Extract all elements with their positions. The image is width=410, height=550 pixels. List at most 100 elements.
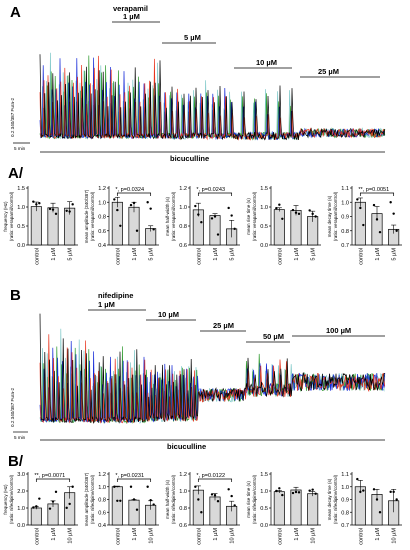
data-point — [135, 229, 139, 232]
data-point — [194, 204, 197, 208]
y-tick-label: 0.0 — [260, 243, 268, 249]
panel-b-dose5-label: 100 µM — [326, 326, 351, 335]
panel-a-traces — [39, 52, 386, 141]
data-point — [233, 227, 236, 231]
panel-b-scalebar-label: 5 min — [14, 435, 26, 440]
data-point — [308, 209, 311, 212]
bar-chart: 0.4 0.6 0.8 1.0 1.2 mean amplitude (340/387)(… — [84, 472, 159, 545]
y-tick-label: 1.2 — [98, 472, 106, 478]
x-tick-label: 1 µM — [132, 248, 138, 261]
data-point — [38, 202, 41, 205]
panel-b2-label: B/ — [8, 453, 24, 470]
significance-bracket — [116, 478, 152, 482]
bar — [290, 210, 302, 246]
y-tick-label: 1.2 — [179, 472, 187, 478]
bar — [307, 493, 319, 526]
data-point — [48, 207, 52, 211]
data-point — [35, 505, 38, 508]
bar-chart: 0.0 0.5 1.0 1.5 mean rise time (s) (ratio: ni… — [246, 472, 321, 545]
y-axis-label: mean decay time (s) — [327, 195, 332, 237]
y-tick-label: 1.1 — [341, 472, 349, 478]
y-tick-label: 0.7 — [341, 523, 349, 529]
y-axis-label: mean rise time (s) — [246, 481, 251, 518]
y-tick-label: 0.4 — [98, 243, 106, 249]
y-tick-label: 0.5 — [260, 506, 268, 512]
bar — [273, 491, 285, 526]
y-tick-label: 0.0 — [17, 523, 25, 529]
bar — [128, 499, 140, 526]
bar-chart: 0.7 0.8 0.9 1.0 1.1 mean decay time (s) (ratio… — [327, 186, 402, 265]
significance-label: *, p=0.0243 — [196, 187, 225, 193]
significance-bracket — [116, 192, 152, 196]
y-axis-label: (ratio: nifedipine/control) — [9, 474, 14, 524]
panel-b-bicuculline-label: bicuculline — [167, 442, 206, 451]
data-point — [132, 498, 136, 501]
y-tick-label: 0.4 — [98, 523, 106, 529]
data-point — [311, 212, 314, 216]
data-point — [294, 211, 298, 214]
panel-a-dose3-label: 10 µM — [256, 58, 277, 67]
data-point — [227, 488, 230, 491]
data-point — [216, 500, 220, 503]
data-point — [135, 508, 139, 511]
bar-chart: 0.6 0.8 1.0 1.2 mean half-width (s) (ratio: v… — [165, 186, 240, 265]
y-tick-label: 1.0 — [260, 489, 268, 495]
y-tick-label: 0.8 — [179, 506, 187, 512]
data-point — [51, 208, 55, 211]
data-point — [119, 224, 122, 227]
data-point — [359, 206, 362, 210]
panel-a-bicuculline-label: bicuculline — [170, 154, 209, 163]
x-tick-label: 10 µM — [68, 528, 74, 544]
panel-a2-label: A/ — [8, 165, 24, 182]
y-tick-label: 1.0 — [341, 485, 349, 491]
significance-bracket — [197, 192, 233, 196]
data-point — [210, 217, 214, 220]
bar — [30, 206, 42, 246]
data-point — [197, 213, 200, 216]
x-tick-label: 10 µM — [230, 528, 236, 544]
data-point — [278, 487, 281, 490]
x-tick-label: 1 µM — [132, 528, 138, 541]
data-point — [116, 499, 119, 502]
y-axis-label: (ratio: verapamil/control) — [252, 191, 257, 241]
bar — [47, 503, 59, 526]
bar-chart: 0.0 0.5 1.0 1.5 frequency (Hz) (ratio: verapa… — [3, 186, 78, 265]
panel-a-label: A — [10, 4, 21, 21]
y-tick-label: 0.5 — [17, 224, 25, 230]
x-tick-label: 5 µM — [149, 248, 155, 261]
x-tick-label: control — [34, 248, 40, 265]
y-axis-label: (ratio: nifedipine/control) — [171, 474, 176, 524]
y-tick-label: 0.8 — [98, 215, 106, 221]
y-tick-label: 0.8 — [341, 510, 349, 516]
y-axis-label: mean amplitude (340/387) — [84, 189, 89, 243]
x-tick-label: 10 µM — [311, 528, 317, 544]
significance-bracket — [359, 192, 395, 196]
data-point — [213, 215, 217, 218]
bar — [111, 486, 123, 526]
data-point — [372, 488, 376, 491]
data-point — [68, 502, 71, 506]
bar — [209, 215, 221, 246]
x-tick-label: 5 µM — [392, 248, 398, 261]
y-tick-label: 1.2 — [98, 186, 106, 192]
data-point — [113, 485, 116, 488]
y-tick-label: 1.0 — [179, 489, 187, 495]
data-point — [372, 203, 376, 207]
bar — [273, 209, 285, 246]
data-point — [35, 203, 38, 206]
data-point — [233, 504, 236, 507]
data-point — [116, 208, 119, 212]
y-tick-label: 0.8 — [98, 498, 106, 504]
y-tick-label: 1.5 — [260, 472, 268, 478]
y-tick-label: 1.5 — [17, 186, 25, 192]
data-point — [54, 212, 58, 216]
y-tick-label: 0.9 — [341, 215, 349, 221]
y-axis-label: (ratio: verapamil/control) — [333, 191, 338, 241]
data-point — [356, 477, 359, 481]
x-tick-label: 1 µM — [213, 248, 219, 261]
y-tick-label: 0.6 — [98, 510, 106, 516]
y-tick-label: 1.0 — [260, 205, 268, 211]
y-axis-label: (ratio: nifedipine/control) — [252, 474, 257, 524]
